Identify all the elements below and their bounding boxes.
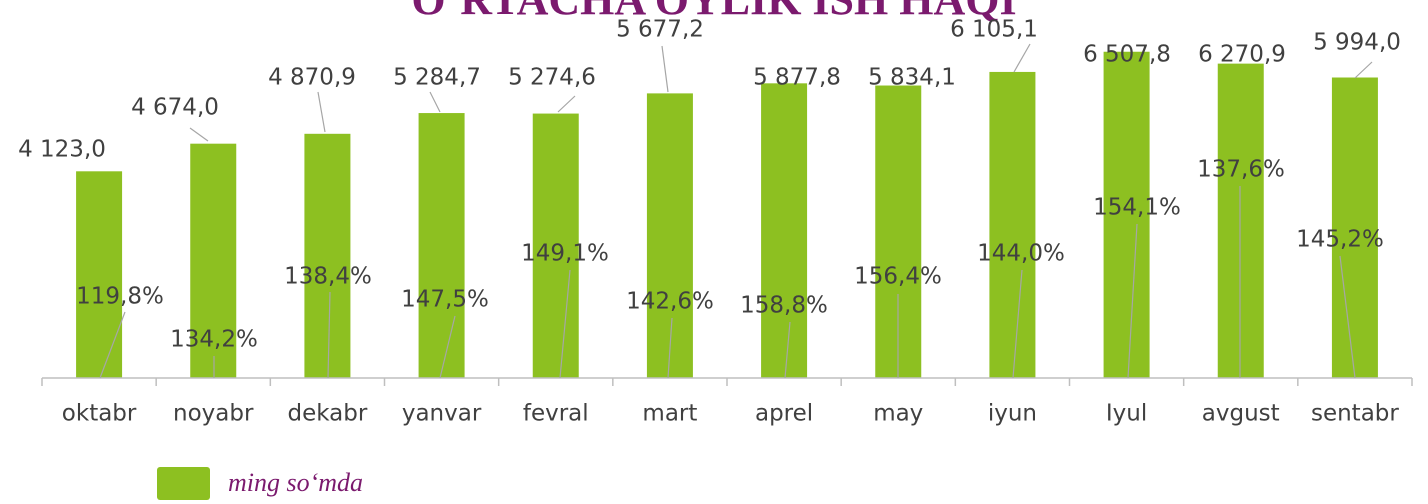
value-label: 6 270,9 xyxy=(1198,42,1286,68)
growth-leader xyxy=(784,321,791,379)
growth-label: 156,4% xyxy=(854,264,942,290)
x-tick-label: yanvar xyxy=(402,401,482,427)
growth-leader xyxy=(667,317,673,379)
growth-label: 142,6% xyxy=(626,289,714,315)
x-tick-label: fevral xyxy=(523,401,589,427)
leader-line xyxy=(189,127,209,142)
value-label: 6 105,1 xyxy=(950,17,1038,43)
bar xyxy=(761,83,808,378)
value-label: 5 284,7 xyxy=(393,65,481,91)
leader-line xyxy=(429,91,441,113)
chart-title: O‘RTACHA OYLIK ISH HAQI xyxy=(411,0,1016,24)
x-tick-label: avgust xyxy=(1202,401,1280,427)
bar xyxy=(418,113,465,379)
leader-line xyxy=(317,91,326,133)
bar xyxy=(1217,63,1264,378)
growth-label: 134,2% xyxy=(170,327,258,353)
leader-line xyxy=(661,45,669,93)
bar xyxy=(1103,51,1150,378)
bar xyxy=(646,93,693,378)
growth-label: 137,6% xyxy=(1197,157,1285,183)
value-label: 4 674,0 xyxy=(131,95,219,121)
bar xyxy=(76,171,123,378)
growth-label: 149,1% xyxy=(521,241,609,267)
leader-line xyxy=(1013,43,1031,73)
x-tick-label: Iyul xyxy=(1106,401,1147,427)
bar xyxy=(1331,77,1378,379)
growth-leader xyxy=(1339,255,1356,379)
leader-line xyxy=(557,95,576,113)
value-label: 4 870,9 xyxy=(268,65,356,91)
value-label: 5 274,6 xyxy=(508,65,596,91)
x-tick-label: oktabr xyxy=(62,401,137,427)
x-tick-label: sentabr xyxy=(1311,401,1399,427)
growth-label: 145,2% xyxy=(1296,227,1384,253)
growth-label: 138,4% xyxy=(284,264,372,290)
value-label: 5 677,2 xyxy=(616,17,704,43)
value-label: 4 123,0 xyxy=(18,137,106,163)
growth-leader xyxy=(327,291,331,379)
leader-line xyxy=(1354,61,1373,79)
growth-label: 158,8% xyxy=(740,293,828,319)
bar xyxy=(304,133,351,378)
legend-swatch xyxy=(157,467,210,500)
value-label: 5 834,1 xyxy=(868,65,956,91)
bar xyxy=(190,143,237,378)
growth-leader xyxy=(1127,223,1138,379)
growth-label: 119,8% xyxy=(76,284,164,310)
x-tick-label: noyabr xyxy=(173,401,254,427)
x-tick-label: aprel xyxy=(755,401,813,427)
value-label: 5 877,8 xyxy=(753,65,841,91)
value-label: 5 994,0 xyxy=(1313,30,1401,56)
growth-leader xyxy=(439,315,456,379)
growth-label: 144,0% xyxy=(977,241,1065,267)
growth-leader xyxy=(99,311,126,379)
bar xyxy=(989,71,1036,379)
x-tick-label: dekabr xyxy=(288,401,368,427)
x-tick-label: iyun xyxy=(988,401,1037,427)
x-tick-label: may xyxy=(873,401,923,427)
bar xyxy=(532,113,579,379)
growth-leader xyxy=(559,269,571,379)
x-tick-label: mart xyxy=(642,401,697,427)
growth-leader xyxy=(1012,269,1023,379)
legend-label: ming so‘mda xyxy=(228,468,363,497)
growth-label: 154,1% xyxy=(1093,195,1181,221)
growth-label: 147,5% xyxy=(401,287,489,313)
value-label: 6 507,8 xyxy=(1083,42,1171,68)
